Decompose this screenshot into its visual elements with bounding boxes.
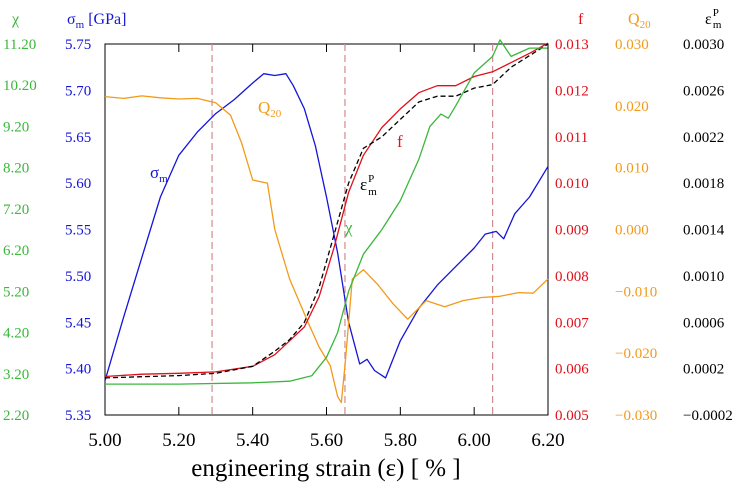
q20-tick-label: 0.020: [615, 99, 649, 115]
x-tick-label: 6.00: [458, 430, 491, 451]
series-line-eps: [104, 43, 549, 379]
chi-tick-label: 7.20: [3, 202, 29, 218]
f-axis-title: f: [578, 11, 584, 28]
chi-tick-label: 3.20: [3, 367, 29, 383]
eps-tick-label: 0.0006: [683, 315, 725, 331]
chi-tick-label: 10.20: [3, 78, 37, 94]
sigma-tick-label: 5.75: [65, 37, 91, 53]
sigma-tick-label: 5.45: [65, 315, 91, 331]
series-label-f: f: [397, 132, 403, 151]
eps-tick-label: −0.0002: [683, 408, 733, 424]
eps-tick-label: 0.0026: [683, 83, 725, 99]
eps-tick-label: 0.0018: [683, 176, 724, 192]
eps-tick-label: 0.0030: [683, 37, 724, 53]
f-tick-label: 0.010: [555, 176, 589, 192]
series-line-sigma: [104, 73, 549, 381]
f-tick-label: 0.011: [555, 130, 588, 146]
f-tick-label: 0.006: [555, 362, 589, 378]
f-tick-label: 0.009: [555, 223, 589, 239]
sigma-tick-label: 5.60: [65, 176, 91, 192]
series-label-q20: Q20: [258, 98, 282, 120]
x-tick-label: 6.20: [531, 430, 564, 451]
q20-tick-label: −0.010: [615, 284, 657, 300]
q20-tick-label: 0.000: [615, 223, 649, 239]
f-tick-label: 0.005: [555, 408, 589, 424]
q20-tick-label: 0.030: [615, 37, 649, 53]
chi-tick-label: 6.20: [3, 243, 29, 259]
chi-tick-label: 9.20: [3, 119, 29, 135]
eps-tick-label: 0.0010: [683, 269, 724, 285]
q20-tick-label: −0.020: [615, 346, 657, 362]
q20-tick-label: 0.010: [615, 161, 649, 177]
f-tick-label: 0.012: [555, 83, 589, 99]
sigma-tick-label: 5.55: [65, 223, 91, 239]
f-tick-label: 0.008: [555, 269, 589, 285]
eps-tick-label: 0.0002: [683, 362, 724, 378]
chi-tick-label: 5.20: [3, 284, 29, 300]
q20-tick-label: −0.030: [615, 408, 657, 424]
sigma-tick-label: 5.35: [65, 408, 91, 424]
sigma-tick-label: 5.70: [65, 83, 91, 99]
chi-tick-label: 8.20: [3, 161, 29, 177]
x-tick-label: 5.20: [162, 430, 195, 451]
eps-axis-title: εP m: [705, 7, 722, 31]
series-line-chi: [105, 39, 548, 385]
chi-axis-title: χ: [11, 11, 20, 28]
x-tick-label: 5.40: [236, 430, 269, 451]
q20-axis-title: Q20: [628, 11, 651, 31]
series-line-f: [104, 42, 549, 378]
sigma-axis-title: σm [GPa]: [67, 11, 126, 31]
series-label-sigma: σm: [150, 163, 168, 185]
sigma-tick-label: 5.50: [65, 269, 91, 285]
f-tick-label: 0.007: [555, 315, 589, 331]
eps-tick-label: 0.0022: [683, 130, 724, 146]
series-label-chi: χ: [344, 218, 353, 237]
x-axis-label: engineering strain (ε) [ % ]: [191, 455, 460, 482]
series-label-eps: εP m: [360, 173, 377, 198]
x-tick-label: 5.00: [88, 430, 121, 451]
sigma-tick-label: 5.65: [65, 130, 91, 146]
f-tick-label: 0.013: [555, 37, 589, 53]
eps-tick-label: 0.0014: [683, 223, 725, 239]
chi-tick-label: 4.20: [3, 326, 29, 342]
sigma-tick-label: 5.40: [65, 362, 91, 378]
x-tick-label: 5.80: [384, 430, 417, 451]
x-tick-label: 5.60: [310, 430, 343, 451]
chi-tick-label: 11.20: [3, 37, 36, 53]
chi-tick-label: 2.20: [3, 408, 29, 424]
series-line-q20: [104, 95, 549, 404]
